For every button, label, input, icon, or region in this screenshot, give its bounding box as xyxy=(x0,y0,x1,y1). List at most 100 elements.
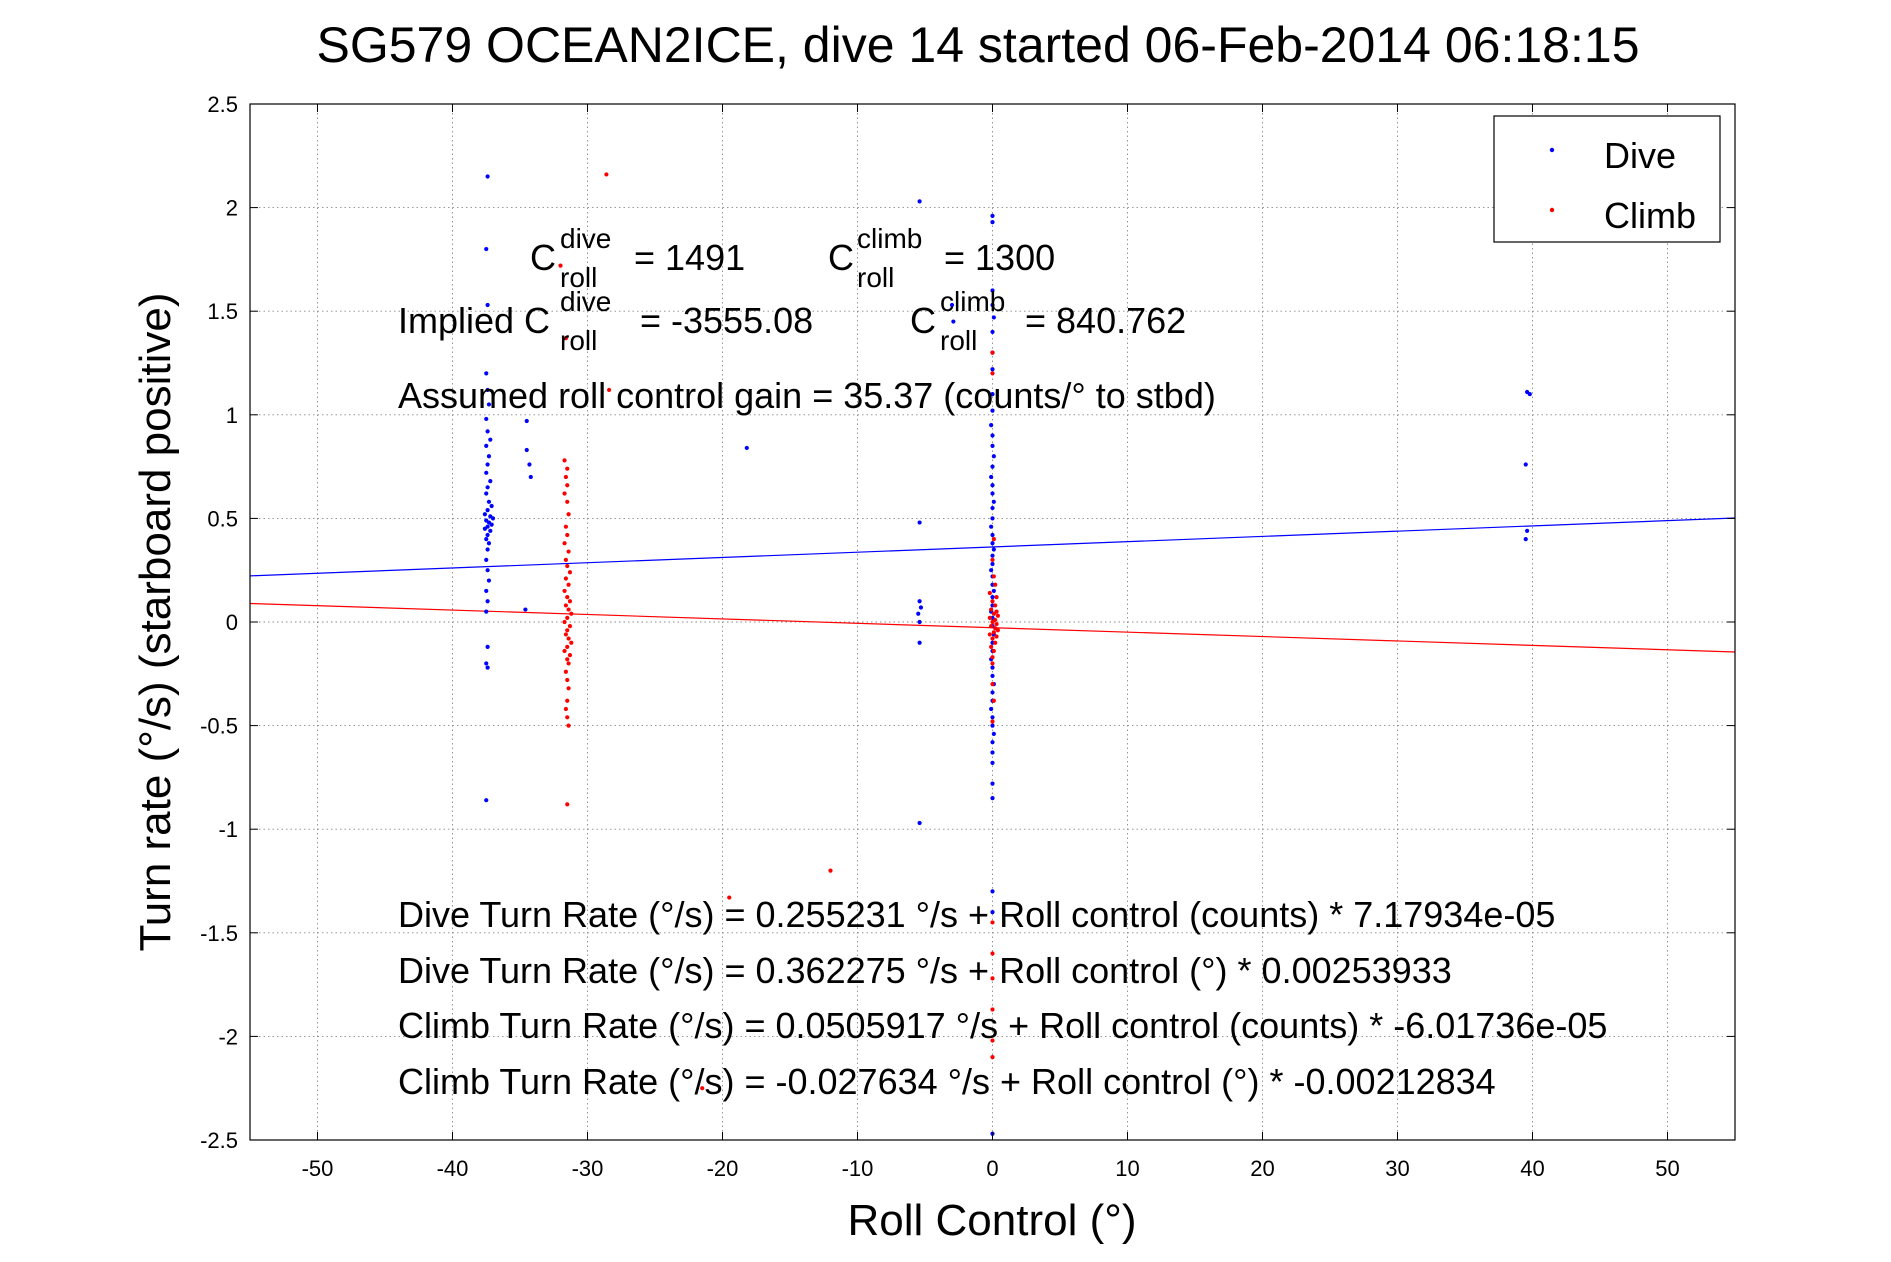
y-tick-label: -1.5 xyxy=(200,921,238,946)
data-point xyxy=(563,557,569,562)
data-point xyxy=(562,648,567,654)
data-point xyxy=(528,474,533,480)
data-point xyxy=(744,445,749,451)
data-point xyxy=(990,619,995,625)
data-point xyxy=(563,474,569,480)
data-point xyxy=(562,458,567,463)
data-point xyxy=(485,665,490,670)
legend: Dive Climb xyxy=(1493,115,1721,243)
data-point xyxy=(990,302,995,308)
data-point xyxy=(486,541,492,546)
c-roll-dive-sub: roll xyxy=(560,262,597,293)
data-point xyxy=(604,172,609,177)
data-point xyxy=(990,483,995,488)
y-tick-label: 0 xyxy=(226,610,238,635)
data-point xyxy=(489,503,494,509)
data-point xyxy=(989,706,994,712)
data-point xyxy=(994,621,999,627)
data-point xyxy=(566,582,571,587)
data-point xyxy=(995,613,1001,618)
fit-line-dive xyxy=(249,517,1736,577)
data-point xyxy=(990,408,995,413)
data-point xyxy=(990,371,995,376)
data-point xyxy=(990,665,995,670)
data-point xyxy=(989,644,994,649)
c-roll-climb-base: C xyxy=(828,237,854,278)
x-tick-label: 50 xyxy=(1655,1156,1679,1181)
data-point xyxy=(990,1007,995,1012)
data-point xyxy=(990,750,995,755)
c-roll-dive-value: = 1491 xyxy=(634,237,745,278)
data-point xyxy=(562,491,567,496)
data-point xyxy=(991,454,996,459)
data-point xyxy=(565,644,570,649)
data-point xyxy=(990,350,995,355)
data-point xyxy=(917,599,922,604)
data-point xyxy=(990,920,995,925)
y-tick-label: -2.5 xyxy=(200,1128,238,1153)
equation-dive-degrees: Dive Turn Rate (°/s) = 0.362275 °/s + Ro… xyxy=(398,950,1452,991)
implied-c-roll-annotation: Implied C dive roll = -3555.08 C climb r… xyxy=(398,286,1186,356)
gain-annotation: Assumed roll control gain = 35.37 (count… xyxy=(398,375,1216,416)
data-point xyxy=(485,547,490,552)
implied-dive-value: = -3555.08 xyxy=(640,300,813,341)
data-point xyxy=(565,615,570,620)
data-point xyxy=(990,719,995,724)
data-point xyxy=(994,595,999,600)
data-point xyxy=(990,740,995,745)
data-point xyxy=(994,634,999,639)
legend-label-climb: Climb xyxy=(1604,195,1696,236)
data-point xyxy=(917,640,922,645)
data-point xyxy=(990,553,995,558)
data-point xyxy=(565,563,570,569)
data-point xyxy=(486,578,492,583)
data-point xyxy=(990,595,995,600)
data-point xyxy=(566,686,571,691)
data-point xyxy=(989,524,994,529)
equation-dive-counts: Dive Turn Rate (°/s) = 0.255231 °/s + Ro… xyxy=(398,894,1555,935)
data-point xyxy=(989,624,994,629)
data-point xyxy=(565,532,570,538)
x-tick-label: 40 xyxy=(1520,1156,1544,1181)
data-point xyxy=(490,516,496,521)
data-point xyxy=(524,418,529,424)
data-point xyxy=(989,568,994,573)
data-point xyxy=(991,648,996,654)
data-point xyxy=(566,723,571,728)
data-point xyxy=(567,653,573,658)
data-point xyxy=(990,532,995,538)
x-tick-label: 30 xyxy=(1385,1156,1409,1181)
data-points xyxy=(482,172,1532,1136)
data-point xyxy=(951,319,956,324)
data-point xyxy=(563,576,569,581)
data-point xyxy=(565,657,570,662)
data-point xyxy=(990,443,995,448)
data-point xyxy=(563,524,569,529)
data-point xyxy=(565,715,570,720)
data-point xyxy=(990,661,995,666)
data-point xyxy=(484,588,489,594)
data-point xyxy=(566,512,571,517)
data-point xyxy=(991,547,996,552)
data-point xyxy=(991,588,996,594)
data-point xyxy=(484,537,489,542)
data-point xyxy=(565,595,570,600)
y-tick-label: 0.5 xyxy=(207,506,238,531)
data-point xyxy=(990,391,995,397)
data-point xyxy=(569,611,574,616)
data-point xyxy=(989,607,994,612)
data-point xyxy=(990,673,995,678)
implied-climb-value: = 840.762 xyxy=(1025,300,1186,341)
data-point xyxy=(917,520,922,525)
c-roll-climb-sup: climb xyxy=(857,223,922,254)
data-point xyxy=(990,557,995,562)
data-point xyxy=(486,402,492,407)
y-tick-label: 2 xyxy=(226,196,238,221)
x-tick-label: 20 xyxy=(1250,1156,1274,1181)
data-point xyxy=(527,462,532,467)
data-point xyxy=(485,462,490,467)
x-tick-label: -20 xyxy=(707,1156,739,1181)
data-point xyxy=(990,889,995,894)
data-point xyxy=(484,798,489,803)
